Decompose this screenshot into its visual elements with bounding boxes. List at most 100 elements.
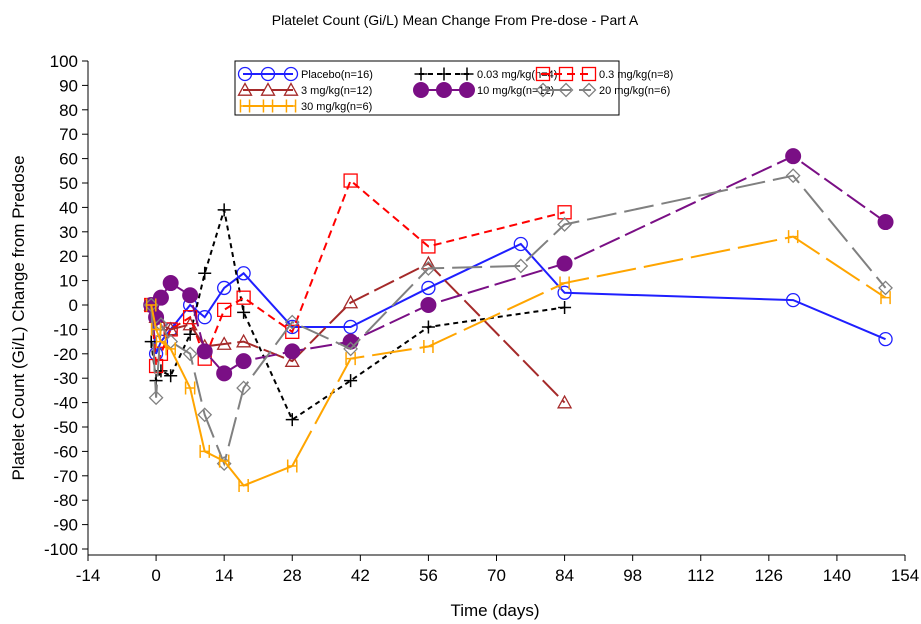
data-point xyxy=(236,290,251,305)
data-point xyxy=(343,294,359,309)
y-tick-label: -50 xyxy=(53,418,78,437)
data-point xyxy=(197,407,213,423)
legend-entry: 10 mg/kg(n=12) xyxy=(413,82,554,98)
legend-label: 0.3 mg/kg(n=8) xyxy=(599,69,673,81)
data-point xyxy=(285,413,299,427)
data-point xyxy=(423,339,434,353)
y-tick-label: 100 xyxy=(50,52,78,71)
data-point xyxy=(557,217,573,232)
data-point xyxy=(558,300,572,314)
data-point xyxy=(344,374,358,388)
y-tick-label: 80 xyxy=(59,101,78,120)
y-tick-label: 20 xyxy=(59,247,78,266)
y-tick-label: 10 xyxy=(59,272,78,291)
data-point xyxy=(785,148,802,165)
data-point xyxy=(421,239,436,254)
legend-label: Placebo(n=16) xyxy=(301,69,373,81)
data-point xyxy=(145,298,157,312)
legend-entry: 20 mg/kg(n=6) xyxy=(535,82,670,98)
y-tick-label: -70 xyxy=(53,467,78,486)
data-point xyxy=(556,255,573,272)
x-tick-label: -14 xyxy=(76,566,101,585)
data-point xyxy=(236,333,252,348)
data-point xyxy=(148,358,164,374)
data-point xyxy=(513,258,529,274)
series-line xyxy=(150,262,566,404)
data-point xyxy=(460,67,474,81)
data-point xyxy=(144,335,158,349)
data-point xyxy=(557,285,572,300)
data-point xyxy=(198,266,212,280)
data-point xyxy=(285,99,297,113)
series-6 xyxy=(145,230,891,493)
data-point xyxy=(343,319,358,335)
axes: 1009080706050403020100-10-20-30-40-50-60… xyxy=(44,52,919,585)
x-tick-label: 140 xyxy=(823,566,851,585)
data-point xyxy=(216,365,233,382)
data-point xyxy=(199,444,211,458)
data-point xyxy=(413,82,429,98)
y-tick-label: -20 xyxy=(53,345,78,364)
data-point xyxy=(581,82,597,98)
data-point xyxy=(260,82,276,96)
series-line xyxy=(150,242,886,355)
data-point xyxy=(420,260,436,276)
data-point xyxy=(559,276,570,290)
series-3 xyxy=(143,255,573,409)
y-tick-label: -90 xyxy=(53,516,78,535)
series-line xyxy=(150,155,887,375)
data-point xyxy=(162,275,179,292)
x-tick-label: 112 xyxy=(687,566,714,585)
legend-entry: 0.3 mg/kg(n=8) xyxy=(535,66,673,82)
y-tick-label: 0 xyxy=(69,296,78,315)
y-tick-label: -10 xyxy=(53,320,78,339)
y-tick-label: 60 xyxy=(59,150,78,169)
legend-entry: 30 mg/kg(n=6) xyxy=(239,99,372,113)
data-point xyxy=(196,343,213,360)
legend: Placebo(n=16) 0.03 mg/kg(n=4) 0.3 mg/kg(n=… xyxy=(234,60,673,116)
data-point xyxy=(878,332,893,347)
x-tick-label: 84 xyxy=(555,566,574,585)
series-5 xyxy=(143,168,893,472)
data-point xyxy=(581,66,597,82)
data-point xyxy=(420,297,437,313)
data-point xyxy=(182,316,198,331)
series-layer xyxy=(143,148,894,493)
data-point xyxy=(182,346,198,362)
data-point xyxy=(284,353,300,367)
data-point xyxy=(436,82,452,98)
data-point xyxy=(218,454,230,468)
x-tick-label: 70 xyxy=(487,566,506,585)
data-point xyxy=(239,99,251,113)
data-point xyxy=(217,203,231,217)
legend-label: 3 mg/kg(n=12) xyxy=(301,85,372,97)
data-point xyxy=(238,479,249,493)
data-point xyxy=(262,99,274,113)
data-point xyxy=(558,82,574,98)
data-point xyxy=(558,66,574,82)
data-point xyxy=(216,336,232,350)
data-point xyxy=(535,82,551,98)
data-point xyxy=(237,82,253,96)
x-tick-label: 98 xyxy=(623,566,642,585)
x-tick-label: 42 xyxy=(351,566,370,585)
data-point xyxy=(345,352,356,366)
legend-entry: 0.03 mg/kg(n=4) xyxy=(414,67,557,81)
data-point xyxy=(150,322,162,336)
data-point xyxy=(154,364,168,378)
series-line xyxy=(291,235,887,467)
y-tick-label: -60 xyxy=(53,442,78,461)
x-tick-label: 0 xyxy=(151,566,160,585)
y-tick-label: 30 xyxy=(59,223,78,242)
data-point xyxy=(165,342,176,356)
y-tick-label: -100 xyxy=(44,540,78,559)
data-point xyxy=(148,390,164,406)
x-tick-label: 126 xyxy=(755,566,783,585)
chart-title: Platelet Count (Gi/L) Mean Change From P… xyxy=(272,12,639,28)
y-tick-label: -40 xyxy=(53,394,78,413)
series-1 xyxy=(144,203,572,427)
data-point xyxy=(284,343,301,360)
data-point xyxy=(535,66,551,82)
x-tick-label: 56 xyxy=(419,566,438,585)
y-tick-label: -80 xyxy=(53,491,78,510)
